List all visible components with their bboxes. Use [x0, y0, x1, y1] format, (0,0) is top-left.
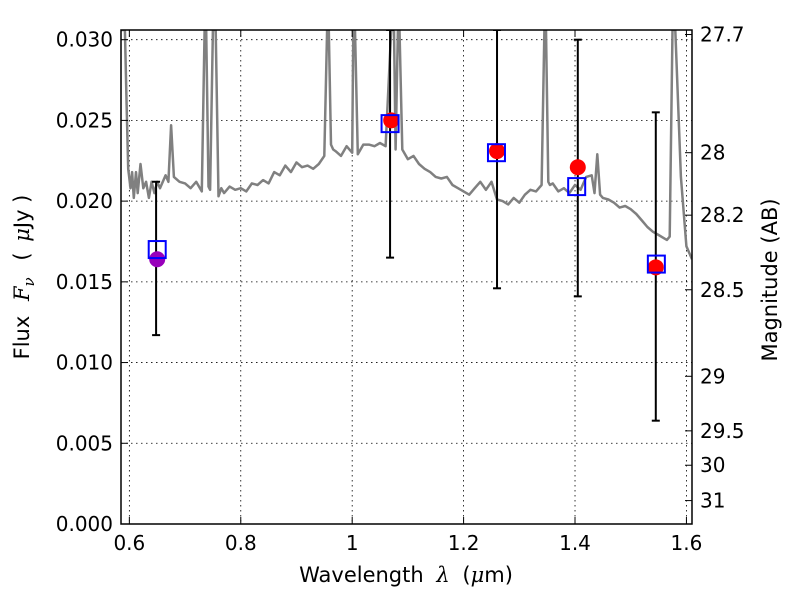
measured-flux-point — [149, 251, 166, 268]
x-axis-title: Wavelength λ (μm) — [299, 563, 513, 587]
x-tick-label: 1.6 — [671, 531, 703, 555]
model-spectrum-line — [121, 30, 692, 260]
y2-tick-label: 30 — [700, 453, 725, 477]
model-flux-square — [486, 143, 506, 163]
x-axis-title-unit-open: ( — [462, 563, 470, 587]
y2-tick-label: 27.7 — [700, 23, 745, 47]
y-tick-label: 0.015 — [56, 270, 113, 294]
y2-tick-label: 31 — [700, 489, 725, 513]
x-tick-label: 1.2 — [448, 531, 480, 555]
y-axis-title-unit-rest: Jy ) — [10, 195, 34, 231]
model-flux-square — [147, 240, 167, 260]
x-tick-label: 1.4 — [559, 531, 591, 555]
axes-layer: 0.6 0.8 1 1.2 1.4 1.6 0.000 0.005 0.010 0.015 0.02… — [56, 23, 745, 555]
y-tick-label: 0.020 — [56, 189, 113, 213]
y-tick-label: 0.010 — [56, 351, 113, 375]
measured-flux-point — [489, 143, 506, 160]
x-axis-title-unit-rest: m) — [484, 563, 513, 587]
y-tick-label: 0.000 — [56, 512, 113, 536]
x-axis-title-text: Wavelength — [299, 563, 424, 587]
y-tick-label: 0.005 — [56, 431, 113, 455]
y2-tick-label: 29 — [700, 364, 725, 388]
y-tick-label: 0.030 — [56, 28, 113, 52]
y-axis-title-unit-mu: μ — [10, 228, 34, 242]
y2-tick-label: 28 — [700, 141, 725, 165]
y-tick-label: 0.025 — [56, 108, 113, 132]
x-axis-title-symbol: λ — [435, 563, 449, 587]
x-tick-label: 0.6 — [113, 531, 145, 555]
model-flux-square — [646, 254, 666, 274]
y2-tick-label: 29.5 — [700, 419, 745, 443]
y2-tick-label: 28.5 — [700, 278, 745, 302]
x-tick-label: 1 — [346, 531, 359, 555]
measured-flux-point — [383, 112, 400, 129]
measured-flux-point — [647, 259, 664, 276]
model-flux-square — [380, 114, 400, 134]
y-axis-title-symbol: F — [10, 285, 34, 302]
plot-frame — [120, 29, 693, 525]
y-axis-title: Flux Fν ( μJy ) — [10, 195, 39, 360]
plot-layer — [121, 30, 692, 422]
model-flux-square — [567, 177, 587, 197]
y-axis-title-subscript: ν — [20, 277, 38, 286]
measured-flux-point — [569, 159, 586, 176]
y-axis-title-text: Flux — [10, 316, 34, 360]
x-axis-title-unit-mu: μ — [471, 563, 485, 587]
x-tick-label: 0.8 — [225, 531, 257, 555]
y2-axis-title: Magnitude (AB) — [758, 198, 782, 361]
y-axis-title-unit-open: ( — [10, 252, 34, 260]
y2-tick-label: 28.2 — [700, 203, 745, 227]
